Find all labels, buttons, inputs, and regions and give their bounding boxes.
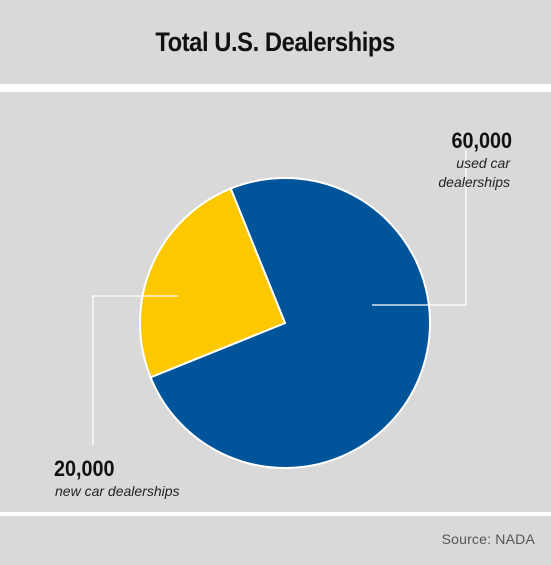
value-label-new: 20,000 xyxy=(54,457,115,481)
pie-slice-new xyxy=(139,187,286,379)
leader-line-used xyxy=(372,150,467,306)
label-new: 20,000 new car dealerships xyxy=(54,295,180,499)
title-bar: Total U.S. Dealerships xyxy=(0,0,551,84)
pie-slices xyxy=(139,177,431,469)
desc-label-used-2: dealerships xyxy=(438,174,510,190)
desc-label-used-1: used car xyxy=(456,155,511,171)
leader-line-new xyxy=(92,295,178,445)
desc-label-new: new car dealerships xyxy=(55,483,180,499)
source-note: Source: NADA xyxy=(441,531,535,547)
label-used: 60,000 used car dealerships xyxy=(372,129,512,306)
footer-bar xyxy=(0,516,551,565)
page-title: Total U.S. Dealerships xyxy=(155,26,396,57)
value-label-used: 60,000 xyxy=(451,129,512,153)
pie-slice-used xyxy=(149,177,431,469)
